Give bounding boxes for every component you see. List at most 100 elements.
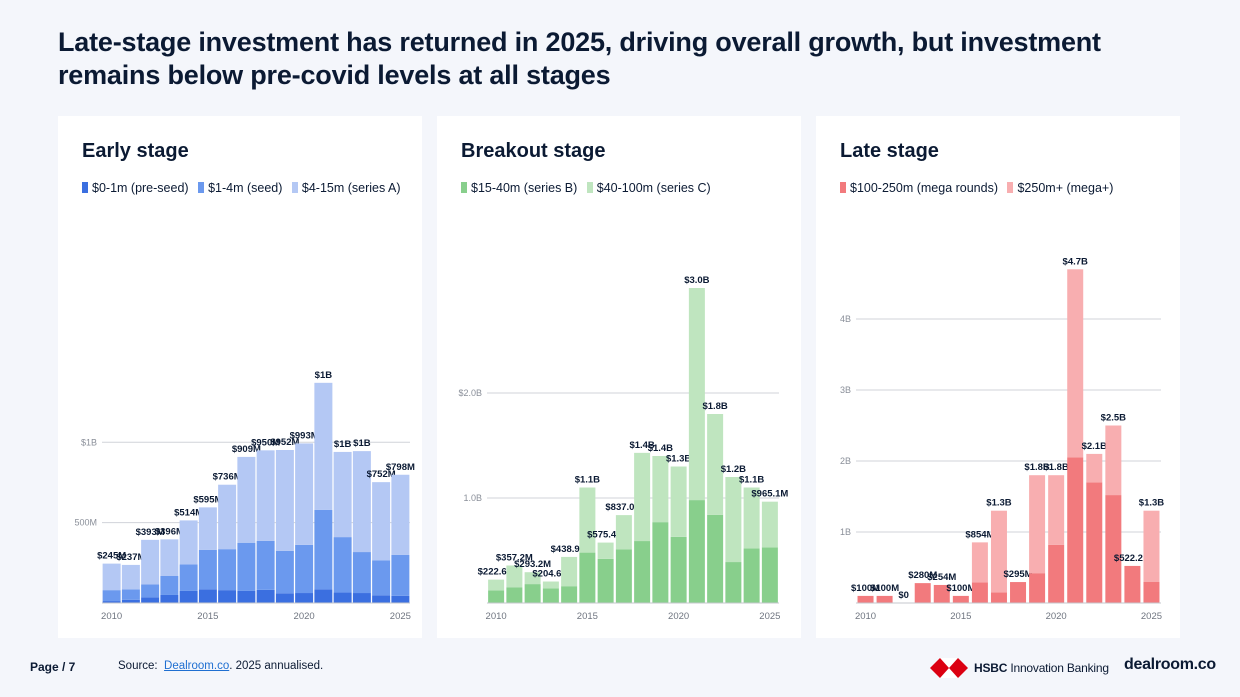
bar-segment (198, 549, 217, 590)
bar-segment (1048, 544, 1065, 603)
bar-total-label: $1.3B (1139, 498, 1164, 509)
bar-total-label: $514M (174, 507, 203, 518)
bar-segment (160, 594, 179, 603)
page-number: Page / 7 (30, 660, 76, 674)
bar-segment (275, 593, 294, 603)
x-tick-label: 2010 (855, 611, 876, 622)
bar-segment (372, 482, 391, 561)
bar-segment (761, 547, 778, 603)
legend-label-seed: $1-4m (seed) (208, 181, 283, 195)
bar-total-label: $393M (136, 527, 165, 538)
bar-segment (121, 599, 140, 603)
bar-segment (295, 544, 314, 594)
hsbc-name: HSBC Innovation Banking (974, 661, 1109, 675)
source-note: Source: Dealroom.co. 2025 annualised. (118, 660, 323, 672)
bar-segment (314, 589, 333, 603)
bar-segment (707, 514, 724, 603)
bar-segment (218, 590, 237, 603)
bar-segment (256, 589, 275, 603)
bar-segment (933, 584, 950, 603)
legend-swatch-series-c (586, 182, 593, 193)
bar-total-label: $1B (353, 438, 371, 449)
bar-segment (352, 552, 371, 594)
bar-total-label: $1.8B (1043, 462, 1068, 473)
bar-segment (1143, 581, 1160, 603)
bar-segment (488, 590, 505, 603)
bar-total-label: $1.3B (666, 454, 691, 465)
page-title: Late-stage investment has returned in 20… (58, 27, 1101, 90)
early-stage-card: Early stage $0-1m (pre-seed) $1-4m (seed… (58, 116, 422, 638)
bar-segment (179, 520, 198, 565)
bar-segment (121, 564, 140, 590)
bar-segment (1029, 573, 1046, 603)
bar-segment (857, 595, 874, 603)
bar-segment (102, 590, 121, 602)
bar-segment (1143, 510, 1160, 582)
bar-total-label: $2.1B (1082, 441, 1107, 452)
bar-segment (333, 537, 352, 593)
bar-segment (1010, 582, 1027, 603)
y-tick-label: 2B (840, 456, 851, 466)
bar-segment (275, 550, 294, 594)
bar-segment (333, 451, 352, 538)
bar-total-label: $280M (908, 570, 937, 581)
legend-label-series-b: $15-40m (series B) (471, 181, 578, 195)
bar-segment (237, 542, 256, 591)
bar-segment (634, 452, 651, 542)
bar-total-label: $993M (290, 430, 319, 441)
source-prefix: Source: (118, 660, 158, 672)
bar-total-label: $1.4B (648, 443, 673, 454)
bar-total-label: $2.5B (1101, 413, 1126, 424)
bar-segment (372, 560, 391, 596)
bar-segment (372, 595, 391, 603)
legend-item-mega-plus: $250m+ (mega+) (1007, 181, 1113, 195)
hsbc-hexagon-icon (930, 658, 968, 678)
bar-total-label: $965.1M (751, 489, 788, 500)
bar-total-label: $293.2M (514, 559, 551, 570)
bar-total-label: $1.1B (575, 475, 600, 486)
bar-segment (597, 542, 614, 559)
bar-segment (141, 539, 160, 585)
bar-total-label: $736M (213, 472, 242, 483)
bar-segment (670, 466, 687, 537)
bar-total-label: $438.9M (551, 544, 588, 555)
bar-segment (542, 588, 559, 603)
x-tick-label: 2025 (759, 611, 780, 622)
bar-segment (952, 595, 969, 603)
legend-swatch-mega-plus (1007, 182, 1014, 193)
legend-item-seed: $1-4m (seed) (198, 181, 282, 195)
bar-segment (121, 589, 140, 600)
bar-total-label: $1B (334, 439, 352, 450)
bar-total-label: $752M (367, 469, 396, 480)
breakout-stage-title: Breakout stage (461, 140, 606, 162)
x-tick-label: 2020 (294, 611, 315, 622)
source-link[interactable]: Dealroom.co (164, 660, 230, 672)
bar-segment (237, 456, 256, 543)
legend-label-mega-plus: $250m+ (mega+) (1017, 181, 1114, 195)
legend-item-mega-rounds: $100-250m (mega rounds) (840, 181, 998, 195)
x-tick-label: 2025 (390, 611, 411, 622)
bar-segment (256, 450, 275, 541)
bar-segment (102, 563, 121, 591)
early-stage-title: Early stage (82, 140, 189, 162)
bar-segment (256, 540, 275, 590)
bar-segment (160, 539, 179, 576)
bar-segment (876, 595, 893, 603)
bar-segment (1067, 269, 1084, 458)
legend-label-mega-rounds: $100-250m (mega rounds) (850, 181, 998, 195)
bar-segment (179, 564, 198, 591)
x-tick-label: 2020 (668, 611, 689, 622)
source-suffix: . 2025 annualised. (229, 660, 324, 672)
bar-total-label: $595M (193, 494, 222, 505)
breakout-stage-legend: $15-40m (series B) $40-100m (series C) (461, 180, 781, 196)
bar-total-label: $204.6M (532, 569, 569, 580)
bar-segment (1086, 453, 1103, 483)
bar-segment (352, 451, 371, 553)
bar-total-label: $100M (946, 583, 975, 594)
x-tick-label: 2015 (950, 611, 971, 622)
bar-total-label: $237M (116, 552, 145, 563)
bar-segment (561, 556, 578, 587)
bar-segment (990, 592, 1007, 603)
bar-segment (1124, 565, 1141, 603)
bar-segment (1067, 457, 1084, 603)
